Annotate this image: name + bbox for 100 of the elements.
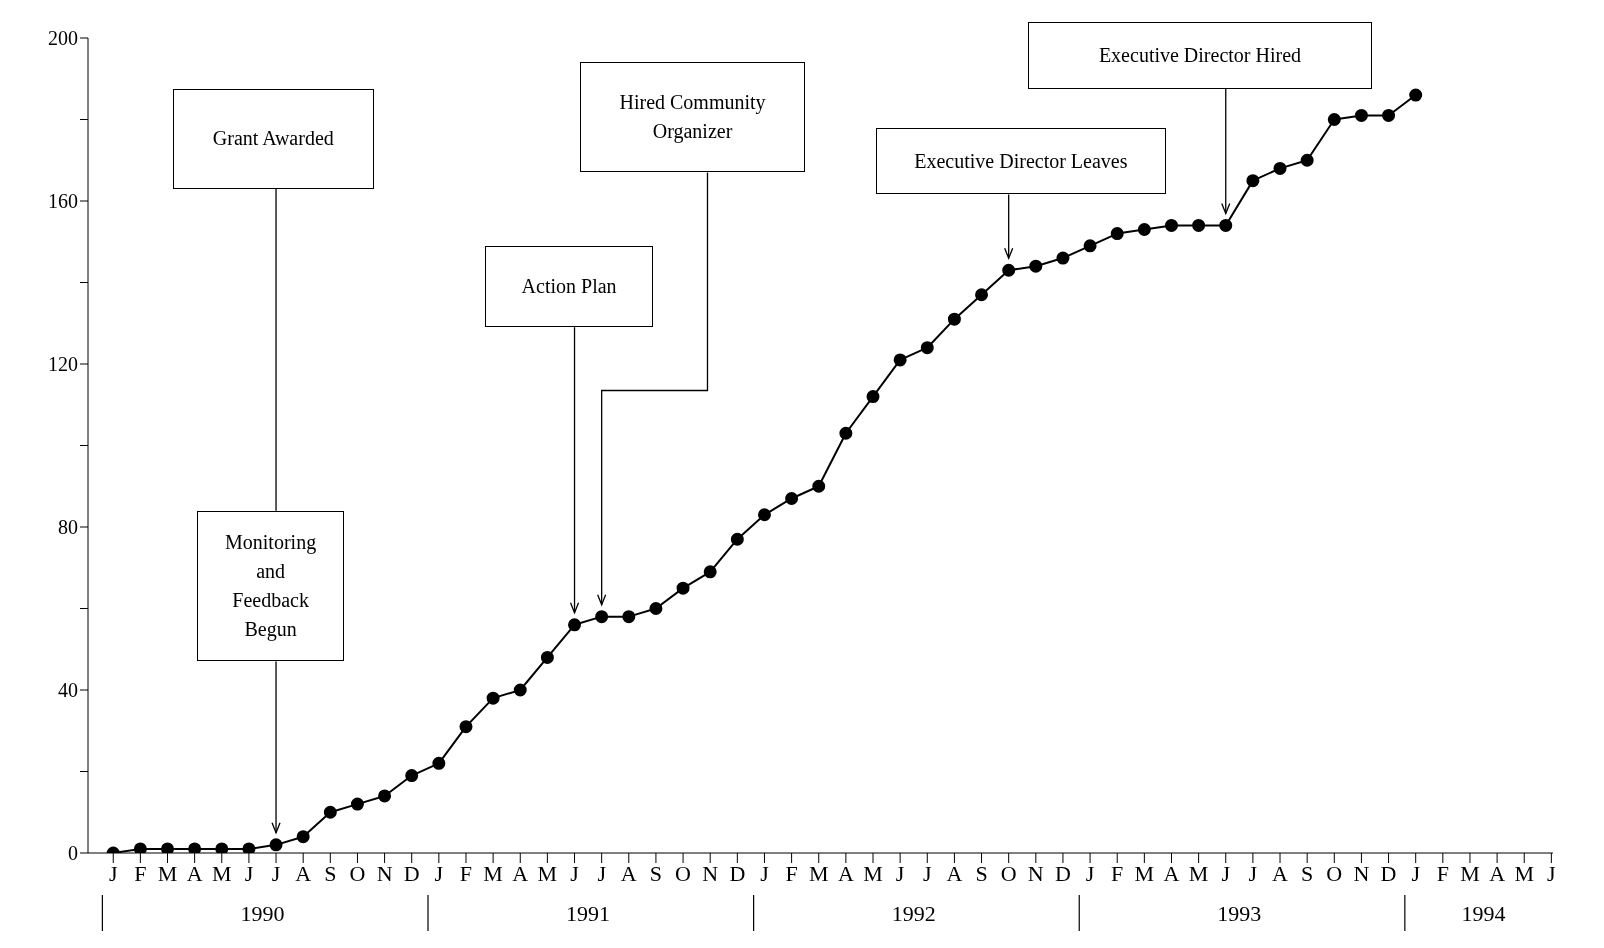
x-tick-label: N — [1353, 860, 1370, 886]
x-tick-label: F — [134, 860, 147, 886]
annotation: Monitoring and Feedback Begun — [224, 530, 318, 643]
x-tick-label: A — [512, 860, 529, 886]
text: 1994 — [1461, 901, 1506, 926]
point — [350, 797, 364, 811]
x-tick-label: D — [729, 860, 746, 886]
x-tick-label: J — [1221, 860, 1231, 886]
x-tick-label: M — [1514, 860, 1535, 886]
x-tick-label: A — [1489, 860, 1506, 886]
x-tick-label: N — [702, 860, 719, 886]
x-tick-label: J — [570, 860, 580, 886]
point — [920, 341, 934, 355]
x-tick-label: S — [324, 860, 337, 886]
x-tick-label: A — [1163, 860, 1180, 886]
point — [378, 789, 392, 803]
x-tick-label: O — [1000, 860, 1017, 886]
text: 1993 — [1217, 901, 1262, 926]
x-tick-label: J — [922, 860, 932, 886]
point — [676, 581, 690, 595]
point — [1137, 223, 1151, 237]
point — [622, 610, 636, 624]
x-tick-label: F — [1111, 860, 1124, 886]
x-tick-label: N — [1027, 860, 1044, 886]
point — [1083, 239, 1097, 253]
point — [1327, 113, 1341, 126]
x-tick-label: F — [459, 860, 473, 886]
point — [540, 650, 554, 664]
point — [188, 842, 202, 853]
point — [703, 565, 717, 579]
callout-box: Action Plan — [484, 245, 654, 328]
x-tick-label: F — [785, 860, 798, 886]
point — [1164, 218, 1178, 232]
point — [1246, 174, 1260, 188]
annotation: Grant Awarded — [212, 126, 334, 152]
x-tick-label: M — [863, 860, 883, 886]
x-tick-label: A — [620, 860, 637, 886]
x-tick-label: J — [895, 860, 905, 886]
y-tick-label: 0 — [68, 842, 78, 865]
point — [296, 830, 310, 844]
point — [1382, 108, 1396, 122]
text: 1992 — [891, 901, 936, 926]
x-tick-label: J — [1411, 860, 1421, 886]
y-tick-label: 160 — [48, 190, 78, 213]
x-tick-label: S — [649, 860, 663, 886]
point — [595, 610, 609, 624]
point — [730, 532, 744, 546]
x-tick-label: J — [1248, 860, 1258, 886]
point — [1273, 161, 1287, 175]
x-tick-label: S — [975, 860, 988, 886]
point — [568, 618, 582, 632]
x-tick-label: A — [1272, 860, 1289, 886]
x-tick-label: M — [483, 860, 503, 886]
point — [1056, 251, 1070, 265]
annotation: Executive Director Leaves — [914, 148, 1128, 174]
x-tick-label: M — [1188, 860, 1209, 886]
point — [133, 842, 147, 853]
point — [1354, 108, 1368, 122]
point — [866, 390, 880, 404]
y-tick-label: 40 — [58, 679, 78, 702]
point — [757, 508, 771, 522]
callout-box: Executive Director Leaves — [875, 127, 1167, 195]
callout-box: Grant Awarded — [172, 88, 374, 189]
point — [1219, 218, 1233, 232]
x-tick-label: S — [1301, 860, 1314, 886]
text: 1991 — [566, 901, 611, 926]
x-tick-label: A — [186, 860, 203, 886]
point — [1409, 88, 1423, 102]
annotation: Hired Community Organizer — [618, 90, 767, 145]
point — [839, 426, 853, 440]
x-tick-label: O — [675, 860, 692, 886]
point — [459, 720, 473, 734]
point — [215, 842, 229, 853]
point — [432, 756, 446, 770]
point — [323, 805, 337, 819]
x-tick-label: J — [434, 860, 444, 886]
point — [893, 353, 907, 367]
point — [649, 602, 663, 615]
x-tick-label: J — [108, 860, 118, 886]
x-tick-label: M — [1134, 860, 1155, 886]
point — [405, 769, 419, 783]
x-tick-label: J — [597, 860, 607, 886]
x-tick-label: A — [295, 860, 312, 886]
x-tick-label: D — [403, 860, 420, 886]
x-tick-label: J — [271, 860, 281, 886]
x-tick-label: O — [349, 860, 366, 886]
point — [1002, 263, 1016, 277]
point — [947, 312, 961, 326]
x-tick-label: J — [1547, 860, 1557, 886]
x-tick-label: O — [1326, 860, 1343, 886]
x-tick-label: M — [537, 860, 558, 886]
point — [513, 683, 527, 697]
point — [975, 288, 989, 302]
point — [1110, 227, 1124, 241]
text: 1990 — [240, 901, 285, 926]
point — [785, 491, 799, 505]
x-tick-label: M — [157, 860, 178, 886]
point — [161, 842, 175, 853]
y-tick-label: 120 — [48, 353, 78, 376]
point — [486, 691, 500, 705]
